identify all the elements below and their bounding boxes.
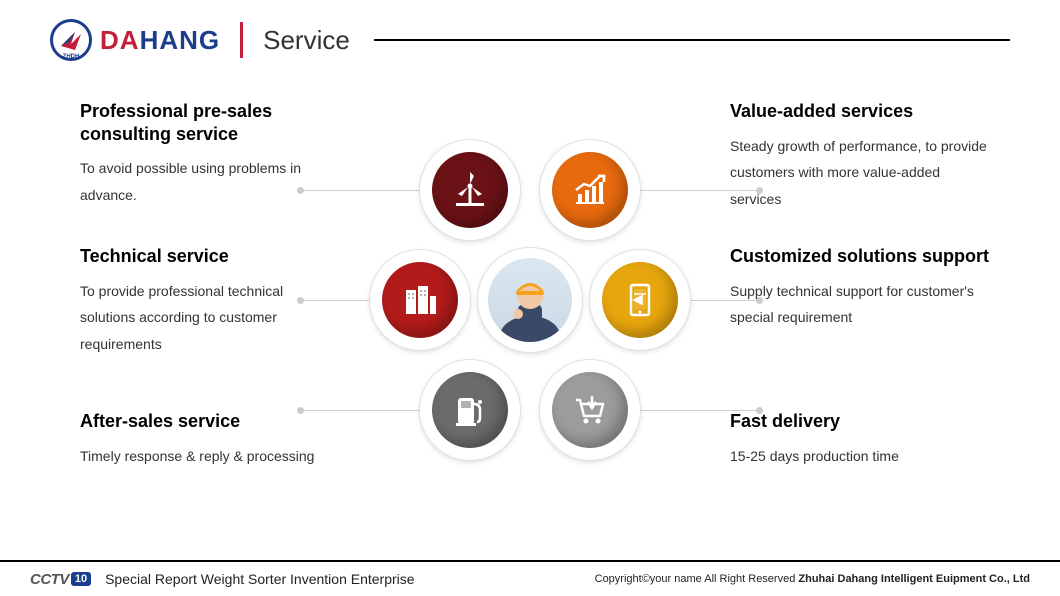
diagram-node-fuel [420, 360, 520, 460]
copyright-prefix: Copyright©your name All Right Reserved [595, 573, 799, 585]
block-desc: To provide professional technical soluti… [80, 278, 340, 358]
connector-left-2 [300, 410, 430, 411]
right-block-0: Value-added services Steady growth of per… [730, 100, 990, 212]
service-diagram [360, 130, 700, 470]
logo-plane-icon [57, 26, 85, 54]
footer: CCTV 10 Special Report Weight Sorter Inv… [0, 560, 1060, 596]
block-title: Technical service [80, 245, 340, 268]
diagram-node-chart-up [540, 140, 640, 240]
brand-hang: HANG [140, 25, 221, 55]
cctv-number: 10 [71, 572, 91, 586]
block-title: Customized solutions support [730, 245, 990, 268]
left-block-2: After-sales service Timely response & rep… [80, 410, 314, 469]
logo-subtext: ZHDH [63, 54, 80, 60]
block-title: Professional pre-sales consulting servic… [80, 100, 340, 145]
right-block-2: Fast delivery 15-25 days production time [730, 410, 899, 469]
block-desc: 15-25 days production time [730, 443, 899, 470]
company-name: Zhuhai Dahang Intelligent Euipment Co., … [798, 573, 1030, 585]
connector-left-0 [300, 190, 430, 191]
logo-mark: ZHDH [50, 19, 92, 61]
content: Professional pre-sales consulting servic… [0, 70, 1060, 530]
page-title: Service [263, 25, 350, 56]
block-title: Fast delivery [730, 410, 899, 433]
brand-da: DA [100, 25, 140, 55]
right-block-1: Customized solutions support Supply techn… [730, 245, 990, 331]
block-desc: Timely response & reply & processing [80, 443, 314, 470]
header-divider [240, 22, 243, 58]
block-title: Value-added services [730, 100, 990, 123]
diagram-node-cart-down [540, 360, 640, 460]
diagram-node-windmill [420, 140, 520, 240]
diagram-node-buildings [370, 250, 470, 350]
cctv-label: CCTV [30, 571, 69, 588]
diagram-node-device [590, 250, 690, 350]
person-icon [488, 258, 572, 342]
chart-up-icon [570, 170, 610, 210]
fuel-icon [450, 390, 490, 430]
block-desc: To avoid possible using problems in adva… [80, 155, 340, 208]
brand-name: DAHANG [100, 25, 220, 56]
cart-down-icon [570, 390, 610, 430]
block-desc: Supply technical support for customer's … [730, 278, 990, 331]
windmill-icon [450, 170, 490, 210]
footer-left-text: Special Report Weight Sorter Invention E… [105, 571, 595, 587]
brand-logo: ZHDH DAHANG [50, 19, 220, 61]
worker-photo [488, 258, 572, 342]
buildings-icon [400, 280, 440, 320]
connector-left-1 [300, 300, 380, 301]
diagram-center-node [478, 248, 582, 352]
block-desc: Steady growth of performance, to provide… [730, 133, 990, 213]
header: ZHDH DAHANG Service [0, 0, 1060, 70]
device-icon [620, 280, 660, 320]
footer-right-text: Copyright©your name All Right Reserved Z… [595, 573, 1030, 585]
cctv-badge: CCTV 10 [30, 571, 91, 588]
block-title: After-sales service [80, 410, 314, 433]
header-rule [374, 39, 1010, 41]
